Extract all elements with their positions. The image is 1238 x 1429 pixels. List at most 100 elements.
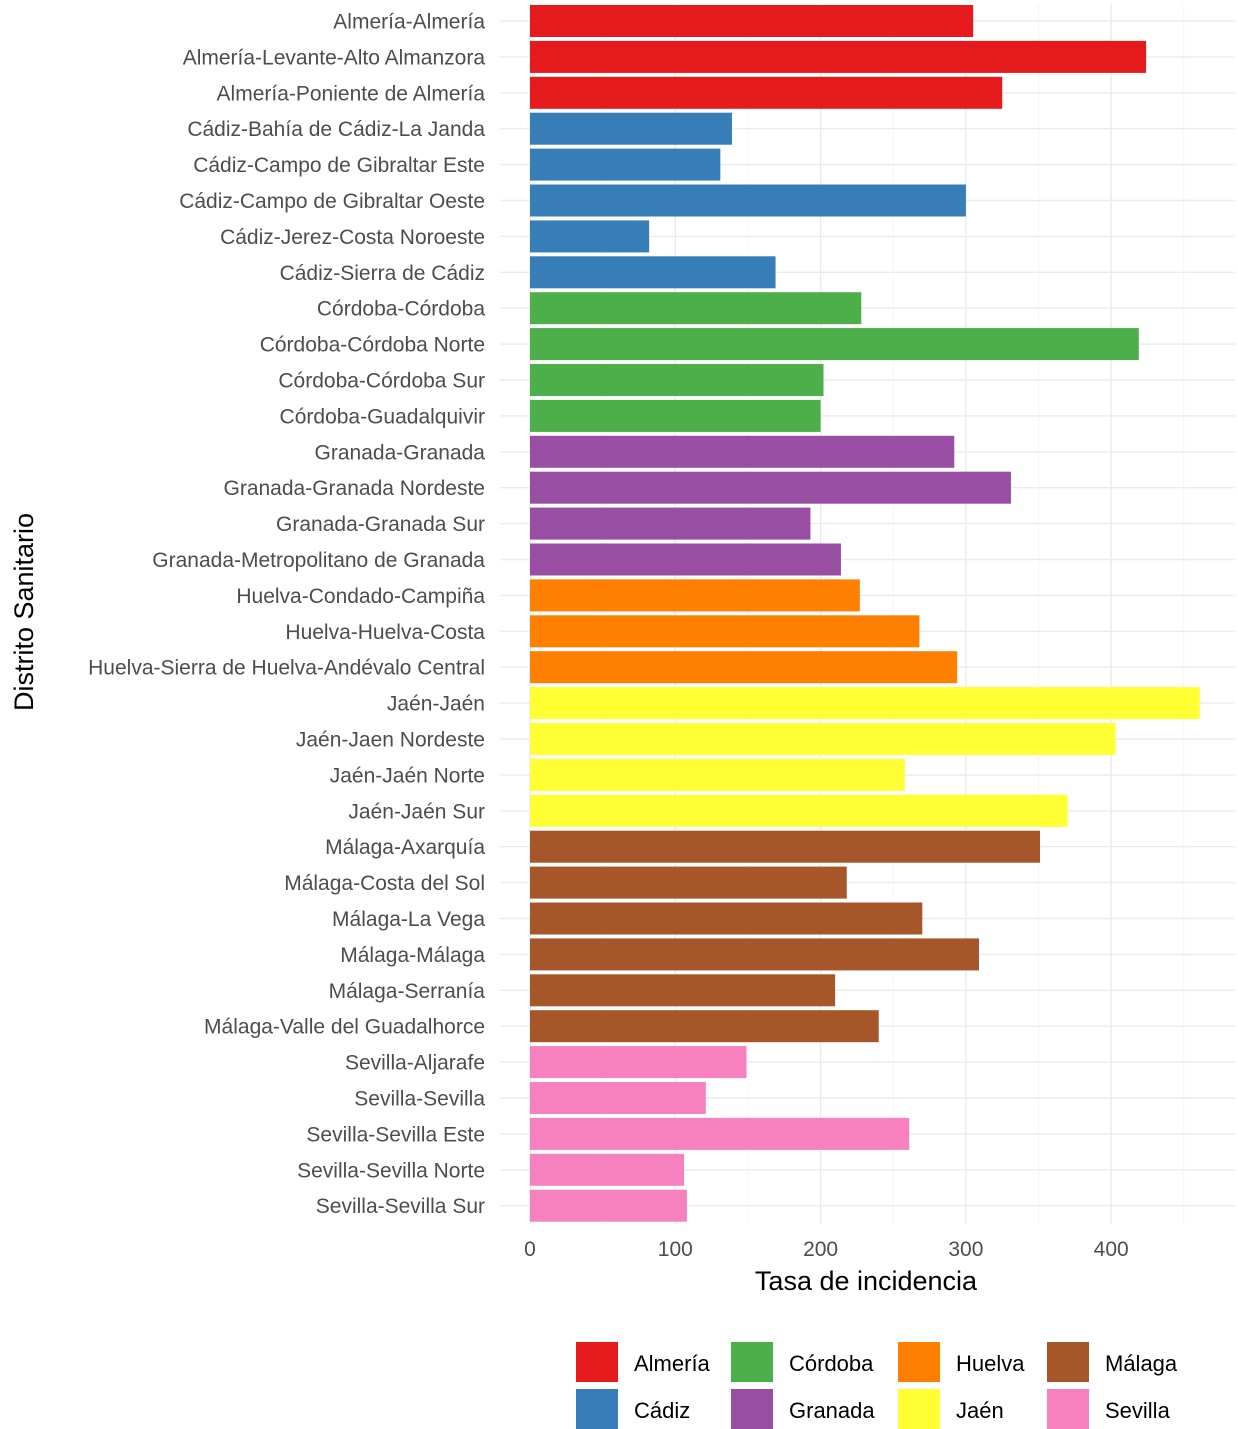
- legend-label: Huelva: [956, 1351, 1025, 1376]
- y-tick-label: Málaga-Costa del Sol: [284, 872, 485, 895]
- bar: [530, 471, 1011, 504]
- y-tick-label: Cádiz-Jerez-Costa Noroeste: [220, 226, 485, 249]
- bar: [530, 1153, 685, 1186]
- bar: [530, 687, 1200, 720]
- y-tick-label: Cádiz-Campo de Gibraltar Este: [193, 154, 485, 177]
- x-tick-label: 0: [524, 1238, 536, 1261]
- x-tick-label: 200: [803, 1238, 838, 1261]
- y-tick-label: Córdoba-Guadalquivir: [280, 405, 485, 428]
- y-tick-label: Sevilla-Sevilla Sur: [316, 1195, 485, 1218]
- x-tick-label: 400: [1094, 1238, 1129, 1261]
- bar: [530, 5, 974, 37]
- y-tick-label: Granada-Metropolitano de Granada: [152, 549, 485, 572]
- x-tick-label: 100: [658, 1238, 693, 1261]
- bar: [530, 1082, 706, 1114]
- bar: [530, 723, 1116, 755]
- legend-swatch: [576, 1342, 618, 1382]
- y-tick-label: Málaga-Axarquía: [325, 836, 485, 859]
- legend-item: Cádiz: [576, 1389, 690, 1429]
- legend-swatch: [731, 1342, 773, 1382]
- y-tick-label: Sevilla-Sevilla Norte: [297, 1159, 485, 1182]
- y-tick-label: Córdoba-Córdoba: [317, 298, 485, 321]
- y-tick-label: Jaén-Jaén: [387, 693, 485, 716]
- legend-item: Córdoba: [731, 1342, 874, 1382]
- bar: [530, 1117, 910, 1150]
- y-axis-tick-labels: Almería-Almería Almería-Levante-Alto Alma…: [88, 11, 485, 1219]
- y-tick-label: Huelva-Condado-Campiña: [236, 585, 485, 608]
- y-tick-label: Málaga-Serranía: [329, 980, 486, 1003]
- y-tick-label: Sevilla-Sevilla Este: [306, 1123, 485, 1146]
- bar: [530, 292, 862, 325]
- bar: [530, 507, 811, 540]
- y-tick-label: Córdoba-Córdoba Sur: [278, 370, 485, 393]
- y-axis-title: Distrito Sanitario: [9, 513, 39, 711]
- legend-swatch: [576, 1389, 618, 1429]
- bar: [530, 399, 821, 432]
- y-tick-label: Huelva-Huelva-Costa: [285, 621, 485, 644]
- legend-label: Granada: [789, 1398, 875, 1423]
- legend-label: Almería: [634, 1351, 711, 1376]
- legend-item: Jaén: [898, 1389, 1004, 1429]
- y-tick-label: Jaén-Jaén Norte: [330, 764, 485, 787]
- legend-swatch: [1047, 1342, 1089, 1382]
- y-tick-label: Almería-Almería: [333, 11, 485, 34]
- bar: [530, 148, 721, 181]
- legend-swatch: [898, 1389, 940, 1429]
- bar: [530, 1046, 747, 1079]
- bar: [530, 830, 1041, 863]
- bar: [530, 1010, 879, 1043]
- y-tick-label: Cádiz-Bahía de Cádiz-La Janda: [187, 118, 485, 141]
- x-tick-label: 300: [948, 1238, 983, 1261]
- x-axis-title: Tasa de incidencia: [755, 1266, 978, 1296]
- bar: [530, 328, 1139, 361]
- legend-item: Almería: [576, 1342, 711, 1382]
- legend-swatch: [1047, 1389, 1089, 1429]
- bar: [530, 76, 1003, 109]
- bar: [530, 256, 776, 289]
- legend-label: Málaga: [1105, 1351, 1178, 1376]
- bar: [530, 1189, 687, 1222]
- y-tick-label: Málaga-La Vega: [332, 908, 485, 931]
- bars: [530, 5, 1200, 1222]
- legend-item: Málaga: [1047, 1342, 1178, 1382]
- bar: [530, 615, 920, 648]
- legend: Almería Córdoba Huelva Málaga Cádiz Granada Ja…: [576, 1342, 1178, 1429]
- legend-item: Huelva: [898, 1342, 1025, 1382]
- y-tick-label: Granada-Granada Nordeste: [224, 477, 486, 500]
- bar: [530, 543, 841, 576]
- y-tick-label: Málaga-Málaga: [340, 944, 485, 967]
- bar: [530, 435, 955, 468]
- y-tick-label: Málaga-Valle del Guadalhorce: [204, 1016, 485, 1039]
- y-tick-label: Cádiz-Sierra de Cádiz: [280, 262, 485, 285]
- bar: [530, 579, 860, 612]
- y-tick-label: Sevilla-Aljarafe: [345, 1052, 485, 1075]
- y-tick-label: Jaén-Jaén Sur: [348, 800, 485, 823]
- legend-item: Granada: [731, 1389, 875, 1429]
- legend-swatch: [898, 1342, 940, 1382]
- legend-label: Córdoba: [789, 1351, 874, 1376]
- y-tick-label: Jaén-Jaen Nordeste: [296, 729, 485, 752]
- legend-label: Jaén: [956, 1398, 1004, 1423]
- y-tick-label: Granada-Granada Sur: [276, 513, 485, 536]
- bar: [530, 220, 650, 253]
- x-axis-tick-labels: 0 100 200 300 400: [524, 1238, 1129, 1261]
- bar: [530, 184, 966, 217]
- bar: [530, 866, 847, 899]
- legend-label: Cádiz: [634, 1398, 690, 1423]
- bar: [530, 364, 824, 396]
- legend-label: Sevilla: [1105, 1398, 1171, 1423]
- bar: [530, 938, 979, 971]
- bar: [530, 40, 1147, 73]
- y-tick-label: Granada-Granada: [315, 441, 486, 464]
- bar: [530, 651, 958, 684]
- legend-item: Sevilla: [1047, 1389, 1171, 1429]
- y-tick-label: Sevilla-Sevilla: [354, 1088, 485, 1111]
- bar: [530, 902, 923, 935]
- y-tick-label: Cádiz-Campo de Gibraltar Oeste: [179, 190, 485, 213]
- bar: [530, 974, 836, 1007]
- bar: [530, 758, 905, 791]
- y-tick-label: Huelva-Sierra de Huelva-Andévalo Central: [88, 657, 485, 680]
- bar: [530, 794, 1068, 827]
- y-tick-label: Almería-Levante-Alto Almanzora: [183, 46, 486, 69]
